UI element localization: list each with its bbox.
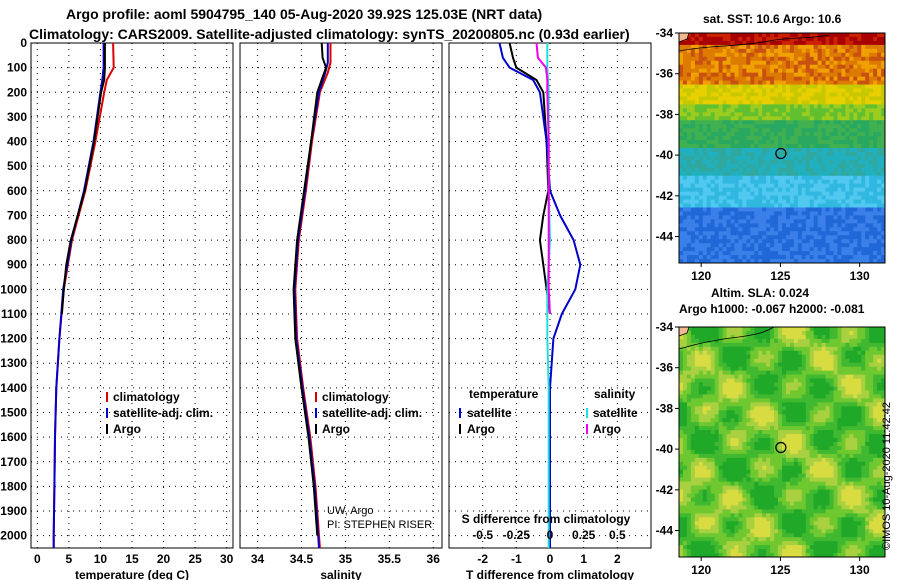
y-tick-label: 1600 bbox=[0, 430, 27, 444]
legend-label: climatology bbox=[322, 390, 389, 404]
y-tick-label: 100 bbox=[7, 61, 27, 75]
y-tick-label: 1500 bbox=[0, 406, 27, 420]
x-axis-label: T difference from climatology bbox=[466, 568, 634, 580]
y-tick-label: 1100 bbox=[1, 307, 27, 321]
x-tick-label-s: 0 bbox=[547, 528, 554, 542]
difference-panel: -2 -1 0 1 2 T difference from climatology S di… bbox=[448, 42, 652, 580]
y-tick-label: 1900 bbox=[0, 504, 27, 518]
legend-label: climatology bbox=[113, 390, 180, 404]
x-tick-label: -1 bbox=[511, 552, 522, 566]
y-tick-label: 800 bbox=[7, 233, 27, 247]
y-tick-label: 300 bbox=[7, 110, 27, 124]
legend-label: satellite-adj. clim. bbox=[322, 406, 422, 420]
y-tick-label: 600 bbox=[7, 184, 27, 198]
x-tick-label: 35 bbox=[339, 552, 353, 566]
x-tick-label: 1 bbox=[580, 552, 587, 566]
y-tick-label: 900 bbox=[7, 258, 27, 272]
legend-label: satellite bbox=[593, 406, 638, 420]
x-tick-label: 36 bbox=[427, 552, 441, 566]
x-axis-label-top: S difference from climatology bbox=[462, 512, 631, 526]
x-tick-label: 25 bbox=[188, 552, 202, 566]
sst-map-title: sat. SST: 10.6 Argo: 10.6 bbox=[703, 12, 842, 26]
legend-label: Argo bbox=[467, 422, 495, 436]
x-tick-label: 0 bbox=[547, 552, 554, 566]
legend-label: Argo bbox=[322, 422, 350, 436]
x-tick-label: 0 bbox=[34, 552, 41, 566]
y-tick-label: 1400 bbox=[0, 381, 27, 395]
y-tick-label: 1300 bbox=[0, 356, 27, 370]
y-tick-label: 700 bbox=[7, 208, 27, 222]
x-tick-label: 2 bbox=[614, 552, 621, 566]
legend-title-temperature: temperature bbox=[469, 387, 539, 401]
x-tick-label-s: -0.5 bbox=[472, 528, 493, 542]
x-tick-label: 15 bbox=[125, 552, 139, 566]
x-tick-label-s: 0.5 bbox=[609, 528, 626, 542]
y-tick-label: 500 bbox=[7, 159, 27, 173]
panel-frame-salinity bbox=[239, 42, 443, 549]
x-tick-label: 10 bbox=[94, 552, 108, 566]
y-tick-label: 1800 bbox=[0, 479, 27, 493]
x-tick-label: 34 bbox=[251, 552, 265, 566]
sla-map-title-2: Argo h1000: -0.067 h2000: -0.081 bbox=[679, 302, 865, 316]
temperature-panel: 0100200300400500600700800900100011001200… bbox=[0, 36, 233, 580]
x-tick-label: -2 bbox=[477, 552, 488, 566]
x-tick-label-s: 0.25 bbox=[572, 528, 596, 542]
x-tick-label-s: -0.25 bbox=[503, 528, 531, 542]
x-tick-label: 34.5 bbox=[290, 552, 314, 566]
y-tick-label: 1200 bbox=[0, 332, 27, 346]
y-tick-label: 400 bbox=[7, 135, 27, 149]
x-tick-label: 30 bbox=[220, 552, 234, 566]
legend-label: satellite-adj. clim. bbox=[113, 406, 213, 420]
x-tick-label: 35.5 bbox=[378, 552, 402, 566]
legend-label: satellite bbox=[467, 406, 512, 420]
y-tick-label: 0 bbox=[20, 36, 27, 50]
x-tick-label: 5 bbox=[66, 552, 73, 566]
x-axis-label: temperature (deg C) bbox=[75, 568, 189, 580]
salinity-panel: 34 34.5 35 35.5 36 salinity climatology satelli… bbox=[239, 42, 443, 580]
y-tick-label: 1700 bbox=[0, 455, 27, 469]
y-tick-label: 2000 bbox=[0, 529, 27, 543]
sla-map-title-1: Altim. SLA: 0.024 bbox=[711, 286, 810, 300]
y-tick-label: 1000 bbox=[0, 282, 27, 296]
y-tick-label: 200 bbox=[7, 85, 27, 99]
legend-title-salinity: salinity bbox=[594, 387, 636, 401]
legend-label: Argo bbox=[113, 422, 141, 436]
x-tick-label: 20 bbox=[157, 552, 171, 566]
x-axis-label: salinity bbox=[320, 568, 362, 580]
legend-label: Argo bbox=[593, 422, 621, 436]
